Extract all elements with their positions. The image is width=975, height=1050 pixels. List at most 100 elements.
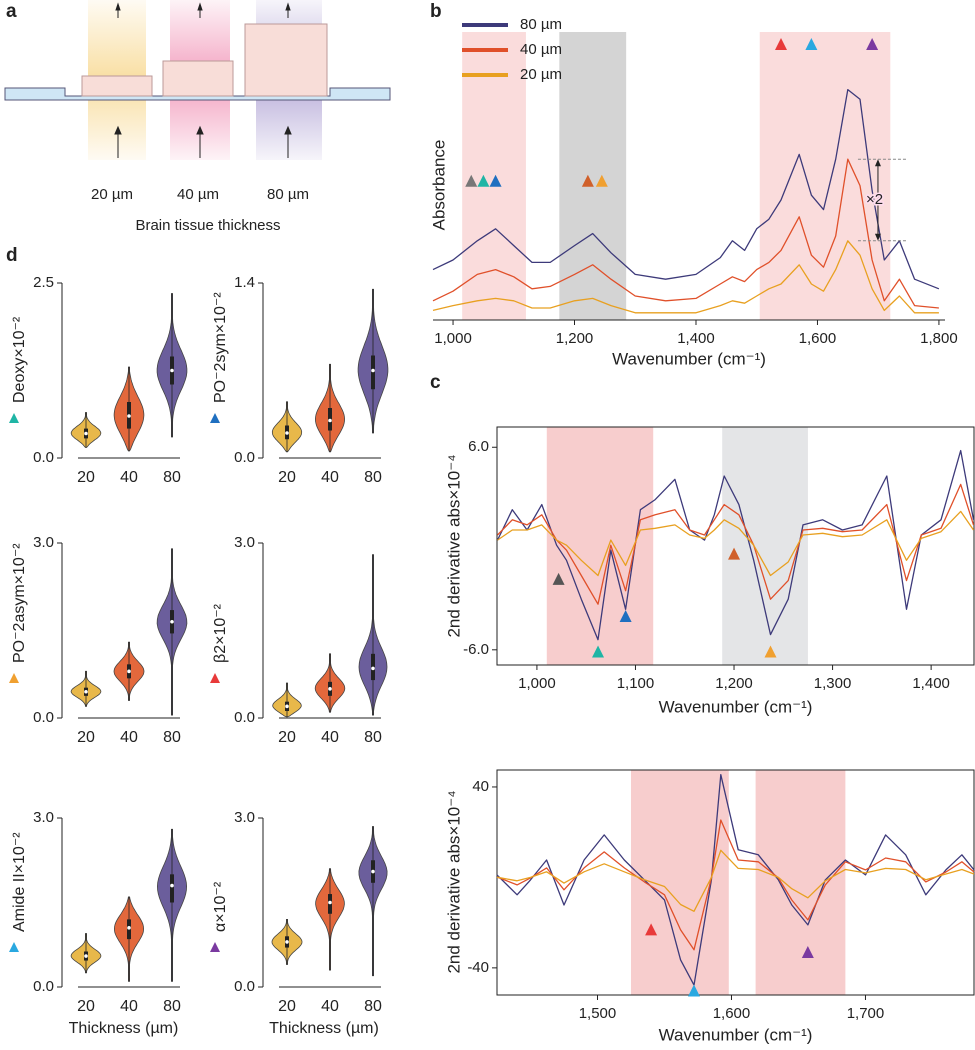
x-axis-label: Thickness (µm) — [269, 1020, 379, 1037]
x-tick-label: 40 — [120, 729, 138, 746]
label-marker — [9, 942, 19, 952]
x-tick-label: 1,400 — [677, 330, 715, 347]
violin-median — [170, 368, 174, 373]
y-tick-label: 40 — [472, 778, 489, 795]
y-tick-label: 0.0 — [234, 709, 255, 726]
violin-median — [285, 431, 289, 435]
x-tick-label: 1,200 — [556, 330, 594, 347]
violin-median — [328, 687, 332, 691]
shaded-region — [462, 32, 526, 320]
y-tick-label: -6.0 — [463, 641, 489, 658]
arrowhead — [874, 233, 881, 241]
diagram: 20 µm 40 µm 80 µm Brain tissue thickness — [4, 0, 391, 234]
peak-marker — [645, 923, 658, 936]
peak-marker — [552, 572, 565, 585]
x-tick-label: 20 — [77, 469, 95, 486]
peak-marker — [581, 174, 594, 187]
peak-marker — [728, 547, 741, 560]
series-line — [432, 158, 939, 309]
x-tick-label: 80 — [364, 469, 382, 486]
violin-median — [328, 418, 332, 423]
violin-median — [285, 704, 289, 709]
x-tick-label: 40 — [321, 469, 339, 486]
y-tick-label: 0.0 — [234, 449, 255, 466]
violin-median — [170, 619, 174, 624]
x-tick-label: 80 — [364, 998, 382, 1015]
x-tick-label: 20 — [77, 729, 95, 746]
x-tick-label: 40 — [120, 998, 138, 1015]
x-tick-label: 80 — [163, 469, 181, 486]
y-tick-label: 3.0 — [234, 809, 255, 826]
y-tick-label: 3.0 — [33, 809, 54, 826]
label-marker — [210, 413, 220, 423]
y-axis-label: 2nd derivative abs×10⁻⁴ — [444, 790, 463, 973]
shaded-region — [755, 770, 846, 995]
peak-marker — [477, 174, 490, 187]
slide — [4, 87, 391, 101]
peak-marker — [592, 645, 605, 658]
violin-median — [127, 926, 131, 930]
x-tick-label: 1,000 — [434, 330, 472, 347]
peak-marker — [489, 174, 502, 187]
thickness-label: 40 µm — [177, 186, 219, 203]
x-tick-label: 20 — [278, 469, 296, 486]
x-tick-label: 80 — [163, 729, 181, 746]
x-tick-label: 1,300 — [814, 675, 852, 692]
x-tick-label: 40 — [321, 998, 339, 1015]
arrowhead — [874, 159, 881, 167]
tissue-block — [162, 60, 234, 97]
y-tick-label: 1.4 — [234, 274, 255, 291]
y-tick-label: 6.0 — [468, 438, 489, 455]
y-axis-label: PO⁻2sym×10⁻² — [212, 292, 229, 403]
y-axis-label: PO⁻2asym×10⁻² — [11, 543, 28, 663]
tissue-block — [244, 23, 328, 97]
peak-marker — [801, 946, 814, 959]
y-axis-label: Amide II×10⁻² — [11, 832, 28, 932]
panel-label: a — [6, 1, 17, 22]
tissue-block — [81, 75, 153, 97]
series-line — [432, 88, 940, 290]
violin-median — [170, 883, 174, 888]
x-axis-label: Thickness (µm) — [69, 1020, 179, 1037]
series-line — [497, 510, 975, 577]
x-tick-label: 1,600 — [799, 330, 837, 347]
violin-median — [371, 869, 375, 874]
legend-label: 40 µm — [520, 41, 562, 58]
label-marker — [210, 942, 220, 952]
annotation: ×2 — [866, 191, 883, 208]
legend-label: 20 µm — [520, 66, 562, 83]
violin-median — [371, 368, 375, 373]
peak-marker — [595, 174, 608, 187]
peak-marker — [805, 38, 818, 50]
violin-median — [328, 900, 332, 905]
x-axis-label: Wavenumber (cm⁻¹) — [612, 349, 766, 368]
shaded-region — [722, 427, 808, 665]
y-axis-label: 2nd derivative abs×10⁻⁴ — [444, 454, 463, 637]
x-tick-label: 1,800 — [920, 330, 958, 347]
y-tick-label: 0.0 — [33, 978, 54, 995]
x-tick-label: 1,700 — [847, 1005, 885, 1022]
label-marker — [210, 673, 220, 683]
y-tick-label: 3.0 — [33, 534, 54, 551]
peak-marker — [775, 38, 788, 50]
panel-label: d — [6, 245, 18, 266]
peak-marker — [764, 645, 777, 658]
y-axis-label: α×10⁻² — [212, 881, 229, 932]
series-line — [432, 240, 939, 314]
x-tick-label: 1,100 — [617, 675, 655, 692]
peak-marker — [619, 610, 632, 623]
violin-box — [170, 874, 174, 903]
x-tick-label: 1,500 — [579, 1005, 617, 1022]
peak-marker — [866, 38, 879, 50]
x-tick-label: 20 — [77, 998, 95, 1015]
series-line — [496, 449, 975, 641]
violin-median — [127, 414, 131, 418]
violin-median — [84, 954, 88, 958]
series-line — [497, 483, 975, 605]
violin-median — [84, 689, 88, 694]
plot-frame — [496, 426, 975, 666]
violin-median — [127, 669, 131, 674]
x-axis-label: Wavenumber (cm⁻¹) — [659, 697, 813, 716]
y-tick-label: 3.0 — [234, 534, 255, 551]
